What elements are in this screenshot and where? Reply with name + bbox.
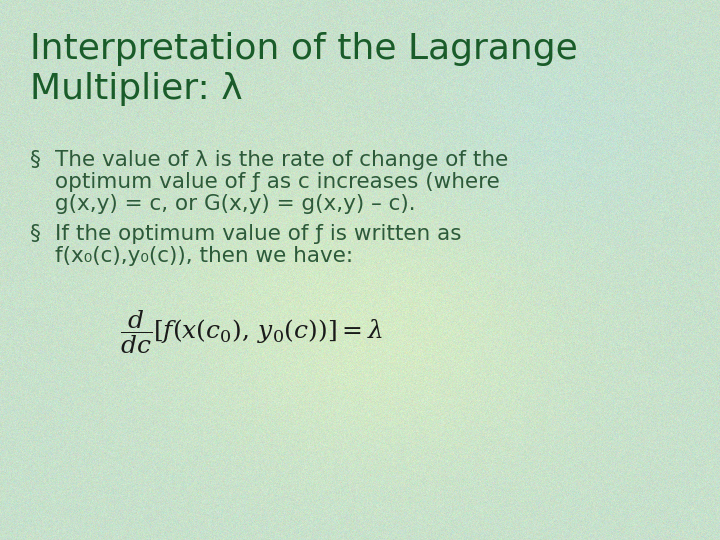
Text: $\dfrac{d}{dc}\left[f(x(c_0),\,y_0(c))\right]=\lambda$: $\dfrac{d}{dc}\left[f(x(c_0),\,y_0(c))\r… (120, 308, 383, 356)
Text: If the optimum value of ƒ is written as: If the optimum value of ƒ is written as (55, 224, 462, 244)
Text: The value of λ is the rate of change of the: The value of λ is the rate of change of … (55, 150, 508, 170)
Text: Multiplier: λ: Multiplier: λ (30, 72, 243, 106)
Text: §: § (30, 224, 41, 244)
Text: Interpretation of the Lagrange: Interpretation of the Lagrange (30, 32, 577, 66)
Text: optimum value of ƒ as c increases (where: optimum value of ƒ as c increases (where (55, 172, 500, 192)
Text: §: § (30, 150, 41, 170)
Text: g(x,y) = c, or G(x,y) = g(x,y) – c).: g(x,y) = c, or G(x,y) = g(x,y) – c). (55, 194, 415, 214)
Text: f(x₀(c),y₀(c)), then we have:: f(x₀(c),y₀(c)), then we have: (55, 246, 353, 266)
